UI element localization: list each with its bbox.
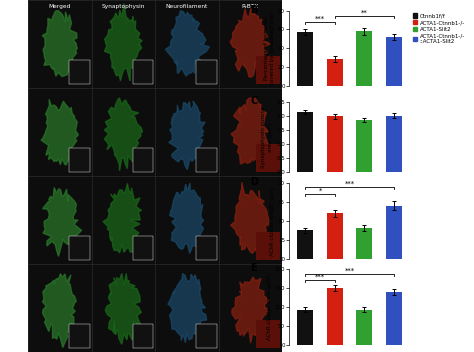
Polygon shape — [168, 274, 207, 343]
Polygon shape — [169, 101, 205, 170]
Polygon shape — [165, 11, 210, 76]
Bar — [196, 324, 217, 348]
Polygon shape — [232, 277, 269, 343]
Bar — [386, 115, 402, 172]
Polygon shape — [41, 99, 78, 165]
Text: ***: *** — [345, 181, 355, 187]
Bar — [297, 230, 313, 296]
Text: Ctnnb1f/f: Ctnnb1f/f — [0, 21, 4, 44]
Bar — [356, 228, 373, 296]
Bar — [155, 176, 219, 264]
Polygon shape — [43, 274, 76, 347]
Text: B: B — [250, 5, 258, 14]
Polygon shape — [42, 11, 77, 77]
Bar — [256, 320, 280, 348]
Legend: Ctnnb1f/f, ACTA1-Ctnnb1-/-, ACTA1-Slit2, ACTA1-Ctnnb1-/-
::ACTA1-Slit2: Ctnnb1f/f, ACTA1-Ctnnb1-/-, ACTA1-Slit2,… — [413, 13, 465, 44]
Bar — [386, 37, 402, 86]
Bar — [196, 60, 217, 84]
Bar — [196, 236, 217, 260]
Text: R-BTX: R-BTX — [242, 4, 259, 9]
Bar — [155, 88, 219, 176]
Text: **: ** — [361, 10, 368, 16]
Bar — [327, 288, 343, 345]
Bar — [327, 213, 343, 296]
Polygon shape — [105, 274, 142, 344]
Bar — [297, 310, 313, 345]
Bar — [28, 88, 91, 176]
Bar — [219, 0, 282, 88]
Polygon shape — [230, 183, 269, 254]
Y-axis label: AChR cluster length (μm): AChR cluster length (μm) — [270, 186, 275, 256]
Bar — [196, 148, 217, 172]
Bar — [297, 32, 313, 86]
Text: Synaptophysin: Synaptophysin — [102, 4, 145, 9]
Polygon shape — [104, 98, 143, 171]
Bar — [70, 60, 90, 84]
Bar — [327, 116, 343, 172]
Text: Neurofilament: Neurofilament — [166, 4, 208, 9]
Bar — [133, 236, 153, 260]
Bar — [91, 0, 155, 88]
Bar — [356, 310, 373, 345]
Bar — [28, 176, 91, 264]
Polygon shape — [231, 97, 269, 164]
Text: ***: *** — [345, 268, 355, 274]
Bar — [256, 144, 280, 172]
Bar — [91, 176, 155, 264]
Bar — [327, 59, 343, 86]
Bar — [133, 324, 153, 348]
Bar — [91, 88, 155, 176]
Bar — [219, 176, 282, 264]
Y-axis label: Synaptophysin puncta
area (μm²): Synaptophysin puncta area (μm²) — [262, 106, 273, 168]
Bar — [356, 120, 373, 172]
Bar — [133, 148, 153, 172]
Polygon shape — [230, 8, 270, 77]
Text: ACTA1-Ctnnb1-/-: ACTA1-Ctnnb1-/- — [0, 92, 4, 132]
Polygon shape — [170, 183, 204, 253]
Bar — [70, 148, 90, 172]
Text: ACTA1-Ctnnb1-/-
;ACTA1-Slit2: ACTA1-Ctnnb1-/- ;ACTA1-Slit2 — [0, 268, 7, 308]
Text: Merged: Merged — [49, 4, 71, 9]
Bar — [28, 0, 91, 88]
Bar — [70, 236, 90, 260]
Y-axis label: Percentage of terminal
covered by synaptophysin: Percentage of terminal covered by synapt… — [264, 12, 275, 84]
Bar — [386, 206, 402, 296]
Bar — [28, 264, 91, 352]
Bar — [256, 56, 280, 84]
Text: *: * — [319, 188, 322, 194]
Bar — [219, 264, 282, 352]
Bar — [70, 324, 90, 348]
Bar — [155, 264, 219, 352]
Bar — [256, 232, 280, 260]
Y-axis label: AChR cluster area (μm²): AChR cluster area (μm²) — [266, 274, 272, 340]
Polygon shape — [104, 4, 142, 81]
Text: C: C — [250, 96, 258, 106]
Text: D: D — [250, 177, 258, 187]
Bar — [386, 292, 402, 345]
Text: E: E — [250, 263, 257, 273]
Bar — [356, 31, 373, 86]
Text: ACTA1-Slit2: ACTA1-Slit2 — [0, 191, 4, 220]
Bar — [133, 60, 153, 84]
Bar — [91, 264, 155, 352]
Polygon shape — [103, 183, 142, 253]
Polygon shape — [43, 188, 82, 256]
Text: ***: *** — [315, 15, 325, 21]
Bar — [297, 112, 313, 172]
Bar — [219, 88, 282, 176]
Text: A: A — [1, 2, 10, 12]
Bar — [155, 0, 219, 88]
Text: ***: *** — [315, 274, 325, 279]
